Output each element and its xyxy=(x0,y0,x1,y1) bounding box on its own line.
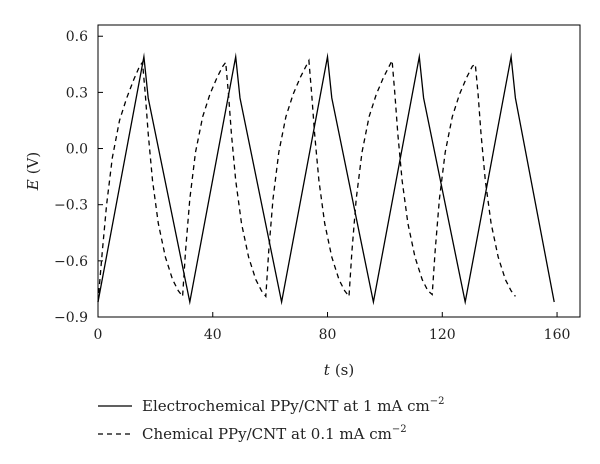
x-tick-label: 120 xyxy=(429,327,456,343)
legend-label-electrochemical: Electrochemical PPy/CNT at 1 mA cm−2 xyxy=(142,396,444,415)
y-tick-label: −0.6 xyxy=(54,254,88,270)
x-tick-label: 160 xyxy=(544,327,571,343)
x-tick-label: 40 xyxy=(204,327,222,343)
y-axis-variable: E xyxy=(24,179,42,191)
y-axis-label: E (V) xyxy=(24,152,42,192)
y-tick-label: −0.9 xyxy=(54,310,88,326)
series-line-electrochemical xyxy=(97,52,555,306)
y-tick-label: 0.3 xyxy=(66,85,88,101)
y-axis-unit: (V) xyxy=(24,152,42,175)
plot-frame xyxy=(97,24,581,318)
y-tick-label: 0.0 xyxy=(66,142,88,158)
x-axis-label: t (s) xyxy=(324,361,354,379)
x-tick-label: 0 xyxy=(94,327,103,343)
tick-layer: 0 40 80 120 160 −0.9 −0.6 −0.3 0.0 0.3 0.6 xyxy=(54,29,570,343)
x-axis-variable: t xyxy=(324,361,331,379)
x-tick-label: 80 xyxy=(319,327,337,343)
y-tick-label: −0.3 xyxy=(54,198,88,214)
series-layer xyxy=(97,52,555,306)
legend: Electrochemical PPy/CNT at 1 mA cm−2 Che… xyxy=(98,396,444,443)
legend-label-chemical: Chemical PPy/CNT at 0.1 mA cm−2 xyxy=(142,424,407,443)
series-line-chemical xyxy=(97,58,516,303)
x-axis-unit: (s) xyxy=(335,361,354,379)
y-tick-label: 0.6 xyxy=(66,29,88,45)
